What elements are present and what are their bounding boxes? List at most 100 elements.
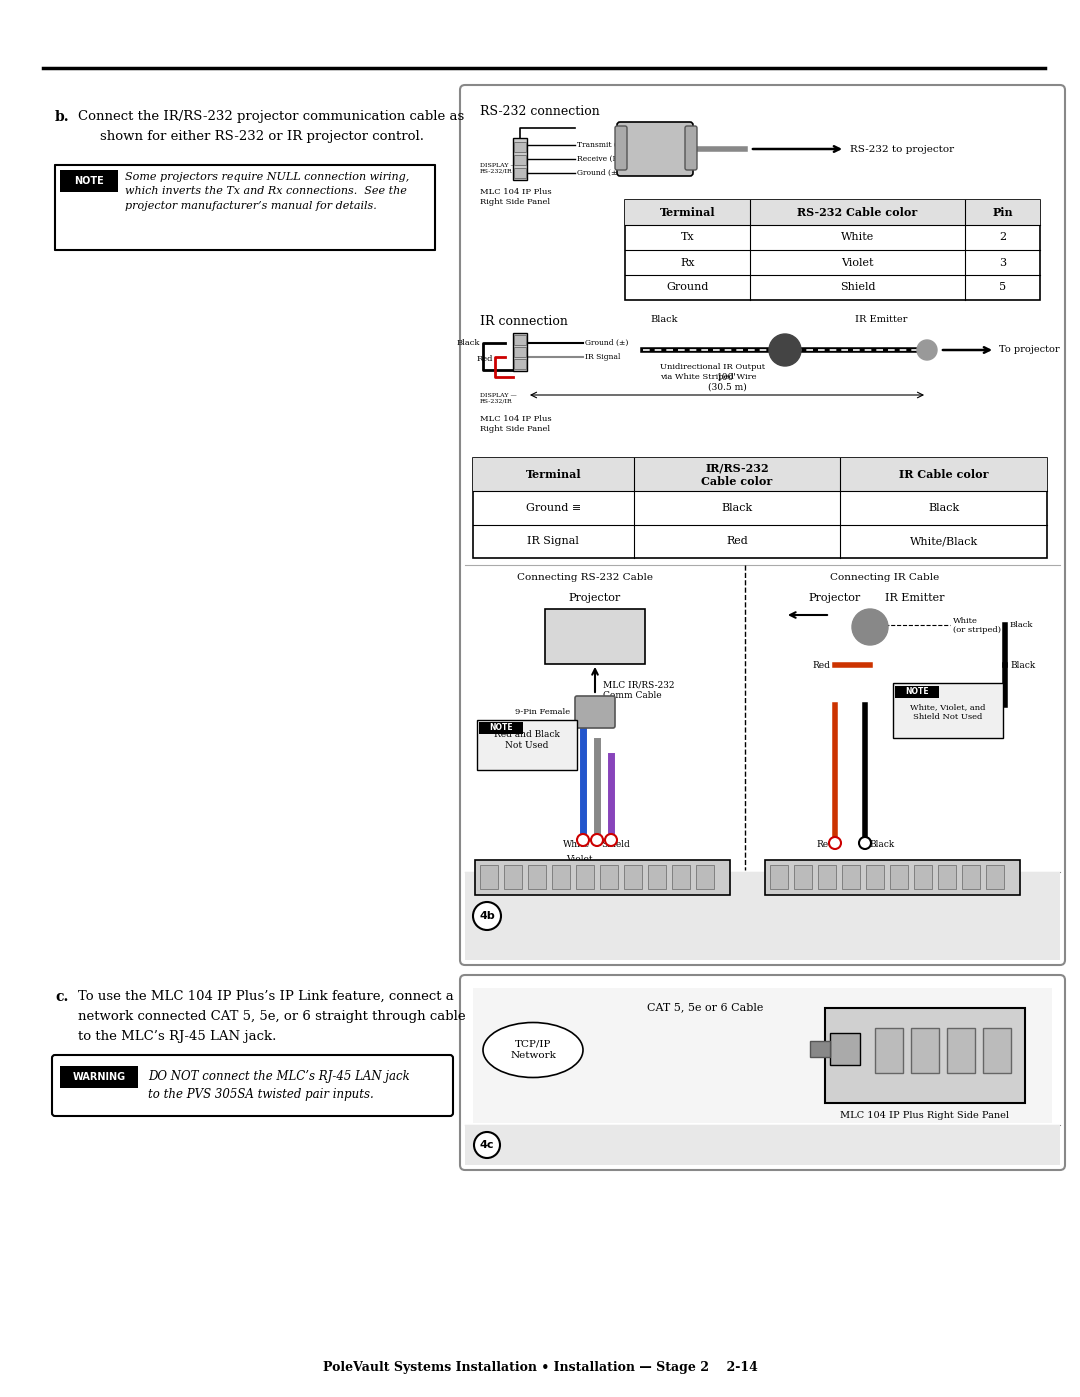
Bar <box>600 865 618 888</box>
Bar <box>514 155 526 165</box>
Bar <box>514 359 526 369</box>
Text: Projector: Projector <box>809 592 861 604</box>
Text: RS-232 connection: RS-232 connection <box>480 105 599 117</box>
Bar <box>514 346 526 358</box>
Text: 3: 3 <box>999 257 1007 267</box>
Bar <box>765 861 1020 895</box>
Circle shape <box>769 334 801 366</box>
Text: 5: 5 <box>999 282 1007 292</box>
Bar <box>473 458 1047 557</box>
Text: HOST
CONFIG: HOST CONFIG <box>530 900 561 918</box>
Text: NOTE: NOTE <box>75 176 104 186</box>
Bar <box>818 865 836 888</box>
Circle shape <box>859 837 870 849</box>
Text: 2: 2 <box>999 232 1007 243</box>
Text: RS-232 Cable color: RS-232 Cable color <box>797 207 918 218</box>
Bar <box>513 138 527 180</box>
Circle shape <box>591 834 603 847</box>
Bar <box>672 865 690 888</box>
Text: Connecting IR Cable: Connecting IR Cable <box>831 573 940 583</box>
Text: Red: Red <box>812 661 831 669</box>
Bar <box>939 865 956 888</box>
Text: Black: Black <box>721 503 753 513</box>
Text: Red: Red <box>816 840 834 849</box>
Text: HOST
CONFIG: HOST CONFIG <box>820 900 850 918</box>
Bar <box>875 1028 903 1073</box>
Text: Terminal: Terminal <box>660 207 715 218</box>
Circle shape <box>829 837 841 849</box>
Text: IR connection: IR connection <box>480 314 568 328</box>
Text: PROJECTOR
RS-232/IR: PROJECTOR RS-232/IR <box>933 900 977 918</box>
Bar <box>866 865 885 888</box>
Bar <box>625 200 1040 225</box>
Text: Black: Black <box>650 314 677 324</box>
Text: Connect to the LAN using a CAT 5 cable: Connect to the LAN using a CAT 5 cable <box>510 1139 852 1153</box>
Text: NOTE: NOTE <box>489 724 513 732</box>
Text: Ground ≡: Ground ≡ <box>526 503 581 513</box>
Text: Red: Red <box>476 355 492 363</box>
Bar <box>473 988 1052 1123</box>
Text: Black: Black <box>457 339 480 346</box>
Text: DISPLAY —
RS-232/IR: DISPLAY — RS-232/IR <box>480 393 516 404</box>
Bar <box>473 458 1047 492</box>
Text: CAT 5, 5e or 6 Cable: CAT 5, 5e or 6 Cable <box>647 1002 764 1011</box>
Bar <box>831 1032 860 1065</box>
Circle shape <box>474 1132 500 1158</box>
Bar <box>475 861 730 895</box>
Text: DISPLAY —
RS-232/IR: DISPLAY — RS-232/IR <box>480 163 516 173</box>
Text: MLC 104 IP Plus Right Side Panel: MLC 104 IP Plus Right Side Panel <box>840 1111 1010 1120</box>
Bar <box>895 686 939 698</box>
Text: Shield: Shield <box>839 282 875 292</box>
Bar <box>465 1125 1059 1165</box>
Bar <box>60 170 118 191</box>
Bar <box>528 865 546 888</box>
Bar <box>480 865 498 888</box>
Text: To use the MLC 104 IP Plus’s IP Link feature, connect a: To use the MLC 104 IP Plus’s IP Link fea… <box>78 990 454 1003</box>
Text: 4b: 4b <box>480 911 495 921</box>
Circle shape <box>852 609 888 645</box>
Bar <box>912 1028 939 1073</box>
Text: IR Signal: IR Signal <box>585 353 620 360</box>
Circle shape <box>605 834 617 847</box>
Bar <box>983 1028 1011 1073</box>
Text: White: White <box>564 840 591 849</box>
Text: Black: Black <box>1010 661 1036 669</box>
Text: shown for either RS-232 or IR projector control.: shown for either RS-232 or IR projector … <box>100 130 424 142</box>
Bar <box>986 865 1004 888</box>
Text: DO NOT connect the MLC’s RJ-45 LAN jack
to the PVS 305SA twisted pair inputs.: DO NOT connect the MLC’s RJ-45 LAN jack … <box>148 1070 409 1101</box>
FancyBboxPatch shape <box>460 85 1065 965</box>
FancyBboxPatch shape <box>460 975 1065 1171</box>
Text: Unidirectional IR Output
via White Striped Wire: Unidirectional IR Output via White Strip… <box>660 363 765 381</box>
Text: Some projectors require NULL connection wiring,
which inverts the Tx and Rx conn: Some projectors require NULL connection … <box>125 172 409 211</box>
Text: b.: b. <box>55 110 69 124</box>
Text: TCP/IP
Network: TCP/IP Network <box>510 1039 556 1060</box>
Text: Ground (±): Ground (±) <box>585 339 629 346</box>
FancyBboxPatch shape <box>685 126 697 170</box>
Bar <box>648 865 666 888</box>
Text: Rx: Rx <box>680 257 694 267</box>
Text: Black: Black <box>1010 622 1034 629</box>
FancyBboxPatch shape <box>52 1055 453 1116</box>
Bar <box>624 865 642 888</box>
Text: Projector: Projector <box>569 592 621 604</box>
Text: Connecting RS-232 Cable: Connecting RS-232 Cable <box>517 573 653 583</box>
FancyBboxPatch shape <box>615 126 627 170</box>
Circle shape <box>917 339 937 360</box>
Text: IR Emitter: IR Emitter <box>885 592 945 604</box>
Bar <box>514 335 526 345</box>
Text: MLC 104 IP Plus
Right Side Panel: MLC 104 IP Plus Right Side Panel <box>480 189 552 207</box>
Text: White
(or striped): White (or striped) <box>953 617 1001 634</box>
Bar <box>842 865 860 888</box>
Circle shape <box>473 902 501 930</box>
Bar <box>947 1028 975 1073</box>
Text: NOTE: NOTE <box>905 687 929 697</box>
Text: network connected CAT 5, 5e, or 6 straight through cable: network connected CAT 5, 5e, or 6 straig… <box>78 1010 465 1023</box>
Bar <box>576 865 594 888</box>
Text: Shield: Shield <box>600 840 630 849</box>
Ellipse shape <box>483 1023 583 1077</box>
Bar <box>810 1041 831 1058</box>
Text: Terminal: Terminal <box>526 469 581 481</box>
Bar <box>60 1066 138 1088</box>
Text: Violet: Violet <box>841 257 874 267</box>
Text: MLC 104 IP Plus
Right Side Panel: MLC 104 IP Plus Right Side Panel <box>480 415 552 433</box>
